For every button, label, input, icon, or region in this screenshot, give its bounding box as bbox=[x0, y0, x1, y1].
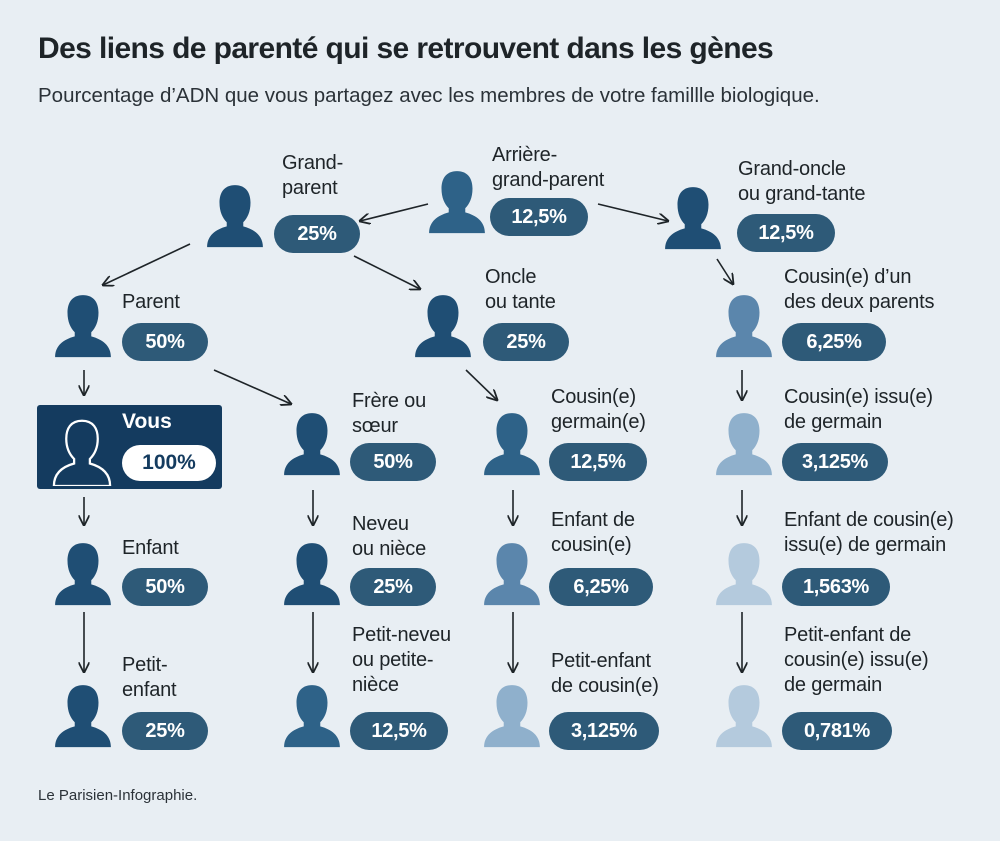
child-label: Enfant bbox=[122, 537, 179, 559]
uncle-aunt-percent-badge: 25% bbox=[483, 323, 569, 361]
page-subtitle: Pourcentage d’ADN que vous partagez avec… bbox=[38, 84, 820, 107]
person-icon bbox=[716, 295, 772, 358]
person-icon bbox=[484, 685, 540, 748]
grand-child-label: Petit- enfant bbox=[122, 654, 177, 701]
second-cousin-child-percent-badge: 1,563% bbox=[782, 568, 890, 606]
person-icon bbox=[207, 185, 263, 248]
person-icon bbox=[716, 543, 772, 606]
person-icon bbox=[665, 187, 721, 250]
second-cousin-grandchild-label: Petit-enfant de cousin(e) issu(e) de ger… bbox=[784, 624, 929, 696]
person-icon bbox=[716, 685, 772, 748]
arrow-great-grand-parent-to-great-uncle bbox=[597, 203, 668, 221]
great-grand-parent-label: Arrière- grand-parent bbox=[492, 144, 605, 191]
person-icon bbox=[55, 295, 111, 358]
nephew-niece-percent-badge: 25% bbox=[350, 568, 436, 606]
person-icon bbox=[484, 543, 540, 606]
nephew-niece-label: Neveu ou nièce bbox=[352, 513, 427, 560]
first-cousin-grandchild-label: Petit-enfant de cousin(e) bbox=[551, 650, 659, 697]
grand-nephew-niece-label: Petit-neveu ou petite- nièce bbox=[352, 624, 451, 696]
parent-cousin-label: Cousin(e) d’un des deux parents bbox=[784, 266, 935, 313]
person-outline-icon bbox=[52, 419, 112, 486]
grand-parent-percent-badge: 25% bbox=[274, 215, 360, 253]
arrow-great-grand-parent-to-grand-parent bbox=[360, 203, 429, 221]
grand-nephew-niece-percent-badge: 12,5% bbox=[350, 712, 448, 750]
sibling-percent-badge: 50% bbox=[350, 443, 436, 481]
sibling-label: Frère ou sœur bbox=[352, 390, 426, 437]
first-cousin-child-percent-badge: 6,25% bbox=[549, 568, 653, 606]
parent-percent-badge: 50% bbox=[122, 323, 208, 361]
grand-child-percent-badge: 25% bbox=[122, 712, 208, 750]
person-icon bbox=[55, 543, 111, 606]
great-grand-parent-percent-badge: 12,5% bbox=[490, 198, 588, 236]
great-uncle-aunt-label: Grand-oncle ou grand-tante bbox=[738, 158, 866, 205]
second-cousin-grandchild-percent-badge: 0,781% bbox=[782, 712, 892, 750]
you-label: Vous bbox=[122, 410, 172, 433]
arrow-uncle-to-first-cousin bbox=[465, 369, 497, 400]
parent-label: Parent bbox=[122, 291, 180, 313]
great-uncle-aunt-percent-badge: 12,5% bbox=[737, 214, 835, 252]
person-icon bbox=[429, 171, 485, 234]
arrow-parent-to-sibling bbox=[213, 369, 291, 404]
page-title: Des liens de parenté qui se retrouvent d… bbox=[38, 32, 774, 65]
uncle-aunt-label: Oncle ou tante bbox=[485, 266, 556, 313]
second-cousin-child-label: Enfant de cousin(e) issu(e) de germain bbox=[784, 509, 954, 556]
arrow-grand-parent-to-uncle bbox=[353, 255, 420, 289]
grand-parent-label: Grand- parent bbox=[282, 152, 344, 199]
first-cousin-grandchild-percent-badge: 3,125% bbox=[549, 712, 659, 750]
person-icon bbox=[415, 295, 471, 358]
child-percent-badge: 50% bbox=[122, 568, 208, 606]
second-cousin-percent-badge: 3,125% bbox=[782, 443, 888, 481]
you-percent-badge: 100% bbox=[122, 445, 216, 481]
arrow-grand-parent-to-parent bbox=[103, 243, 191, 285]
source-credit: Le Parisien-Infographie. bbox=[38, 787, 198, 804]
person-icon bbox=[716, 413, 772, 476]
arrow-great-uncle-to-parent-cousin bbox=[716, 258, 733, 284]
first-cousin-percent-badge: 12,5% bbox=[549, 443, 647, 481]
first-cousin-label: Cousin(e) germain(e) bbox=[551, 386, 646, 433]
person-icon bbox=[284, 543, 340, 606]
person-icon bbox=[55, 685, 111, 748]
person-icon bbox=[284, 413, 340, 476]
person-icon bbox=[284, 685, 340, 748]
parent-cousin-percent-badge: 6,25% bbox=[782, 323, 886, 361]
second-cousin-label: Cousin(e) issu(e) de germain bbox=[784, 386, 933, 433]
first-cousin-child-label: Enfant de cousin(e) bbox=[551, 509, 635, 556]
person-icon bbox=[484, 413, 540, 476]
